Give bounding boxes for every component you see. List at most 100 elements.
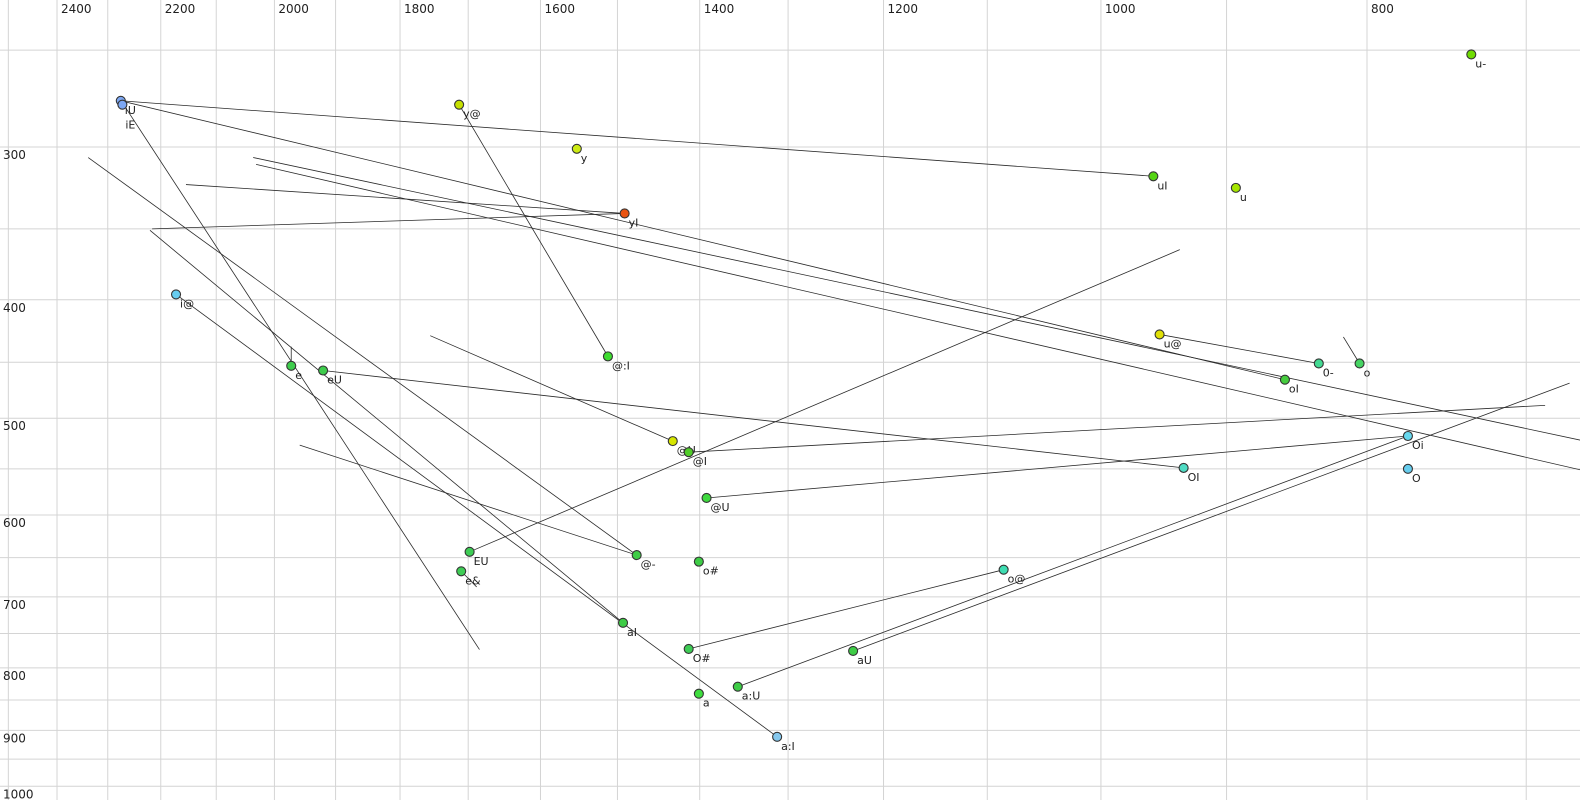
x-tick-label: 800 [1371, 2, 1394, 16]
point-label-O#: O# [693, 652, 711, 665]
point-label-y@: y@ [463, 108, 481, 121]
data-point-oI[interactable] [1279, 374, 1290, 385]
point-label-aI: aI [627, 626, 637, 639]
point-label-oI: oI [1289, 383, 1299, 396]
trajectory-line [688, 404, 1546, 453]
point-label-Oi: Oi [1412, 439, 1424, 452]
trajectory-line [255, 164, 1580, 471]
x-tick-label: 1000 [1105, 2, 1136, 16]
point-label-OI: OI [1188, 471, 1200, 484]
trajectory-line [120, 100, 1154, 177]
trajectory-line [323, 370, 1184, 469]
trajectory-line [706, 435, 1408, 499]
point-label-u-: u- [1475, 57, 1486, 70]
point-label-eU: eU [327, 373, 342, 386]
point-label-o@: o@ [1008, 573, 1026, 586]
x-tick-label: 1400 [704, 2, 735, 16]
trajectory-line [299, 444, 637, 556]
trajectory-line [175, 294, 778, 738]
data-point-0-[interactable] [1313, 358, 1324, 369]
data-point-e[interactable] [286, 360, 297, 371]
data-point-@I[interactable] [683, 447, 694, 458]
trajectory-line [122, 102, 480, 650]
y-tick-label: 400 [3, 301, 26, 315]
data-point-@U[interactable] [667, 436, 678, 447]
data-point-i@[interactable] [170, 289, 182, 300]
data-point-o#[interactable] [693, 556, 704, 567]
trajectory-line [87, 157, 637, 556]
point-label-iU: iU [125, 104, 136, 117]
x-tick-label: 2400 [61, 2, 92, 16]
data-point-e&[interactable] [456, 566, 467, 577]
data-point-EU[interactable] [464, 546, 475, 557]
point-label-o: o [1364, 366, 1371, 379]
point-label-aU: aU [857, 654, 872, 667]
data-point-y@[interactable] [454, 99, 465, 110]
point-label-EU: EU [474, 555, 489, 568]
point-label-@:I: @:I [612, 359, 630, 372]
point-label-yI: yI [629, 216, 639, 229]
y-tick-label: 800 [3, 669, 26, 683]
point-label-@-: @- [641, 558, 656, 571]
trajectory-line [253, 157, 1580, 441]
data-point-u-[interactable] [1466, 49, 1477, 60]
x-tick-label: 1800 [404, 2, 435, 16]
trajectory-line [737, 435, 1409, 688]
x-tick-label: 1200 [888, 2, 919, 16]
data-point-OI[interactable] [1178, 462, 1189, 473]
x-tick-label: 2000 [278, 2, 309, 16]
trajectory-line [469, 249, 1180, 553]
point-label-0-: 0- [1323, 366, 1334, 379]
data-point-aU[interactable] [848, 645, 859, 657]
point-label-u: u [1240, 191, 1247, 204]
point-label-e: e [295, 369, 302, 382]
y-tick-label: 1000 [3, 787, 34, 800]
data-point-O[interactable] [1402, 463, 1413, 474]
point-label-O: O [1412, 472, 1421, 485]
x-tick-label: 1600 [544, 2, 575, 16]
point-label-@U: @U [711, 501, 730, 514]
trajectory-line [458, 104, 609, 357]
point-label-a: a [703, 697, 710, 710]
data-point-o@[interactable] [998, 564, 1009, 575]
data-point-aI[interactable] [617, 617, 629, 628]
data-point-yI[interactable] [619, 208, 630, 219]
data-point-Oi[interactable] [1402, 430, 1413, 442]
trajectory-line [1343, 336, 1360, 364]
data-point-u@[interactable] [1154, 329, 1165, 340]
data-point-eU[interactable] [318, 365, 329, 376]
data-point-@-[interactable] [631, 550, 642, 561]
point-label-i@: i@ [180, 297, 194, 310]
y-tick-label: 500 [3, 419, 26, 433]
data-point-iE[interactable] [117, 99, 128, 110]
point-label-uI: uI [1157, 179, 1167, 192]
x-tick-label: 2200 [165, 2, 196, 16]
data-point-a:U[interactable] [732, 681, 743, 692]
y-tick-label: 700 [3, 598, 26, 612]
data-point-uI[interactable] [1148, 171, 1159, 182]
data-point-o[interactable] [1354, 358, 1365, 369]
data-point-@U[interactable] [701, 492, 712, 504]
y-tick-label: 600 [3, 516, 26, 530]
data-point-a:I[interactable] [772, 731, 783, 742]
y-tick-label: 300 [3, 148, 26, 162]
y-tick-label: 900 [3, 731, 26, 745]
trajectory-line [1159, 334, 1319, 364]
trajectory-line [120, 100, 1286, 381]
point-label-@I: @I [693, 455, 707, 468]
point-label-o#: o# [703, 565, 719, 578]
data-point-u[interactable] [1230, 182, 1241, 193]
data-point-y[interactable] [571, 143, 582, 154]
trajectory-line [430, 335, 673, 442]
point-label-u@: u@ [1164, 337, 1182, 350]
point-label-e&: e& [465, 574, 481, 587]
point-label-a:I: a:I [781, 740, 795, 753]
data-point-a[interactable] [693, 688, 704, 699]
data-point-@:I[interactable] [602, 351, 613, 362]
point-label-y: y [581, 152, 588, 165]
trajectory-line [149, 230, 624, 624]
data-point-O#[interactable] [683, 643, 694, 654]
trajectory-line [852, 382, 1570, 652]
